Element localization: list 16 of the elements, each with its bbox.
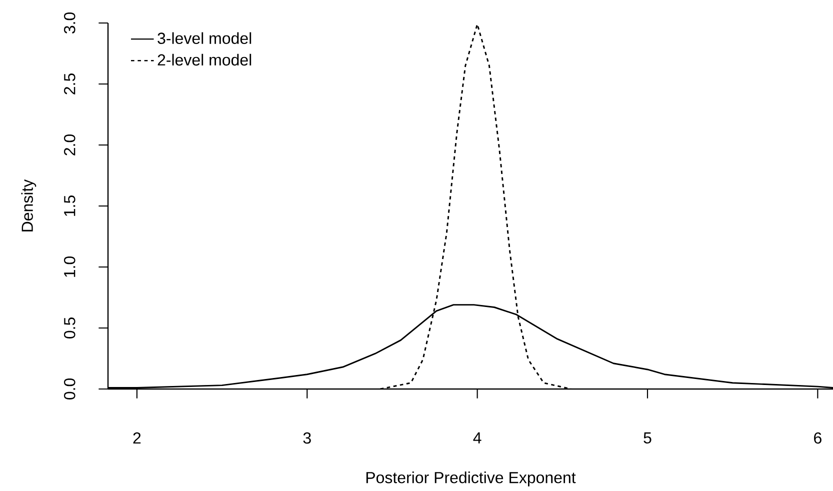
x-tick-label: 3 xyxy=(303,432,311,444)
y-tick-label: 2.5 xyxy=(64,74,76,94)
y-tick-label: 0.0 xyxy=(64,378,76,400)
y-axis-title: Density xyxy=(21,179,36,232)
legend-label: 3-level model xyxy=(158,32,252,44)
x-tick-label: 6 xyxy=(814,432,822,444)
x-tick-label: 2 xyxy=(133,432,141,444)
x-tick-label: 5 xyxy=(644,432,652,444)
y-tick-label: 1.5 xyxy=(64,196,76,216)
y-tick-label: 0.5 xyxy=(64,318,76,338)
y-tick-label: 3.0 xyxy=(64,12,76,34)
legend-label: 2-level model xyxy=(158,54,252,66)
x-axis-title: Posterior Predictive Exponent xyxy=(366,472,576,486)
x-tick-label: 4 xyxy=(473,432,482,444)
y-tick-label: 1.0 xyxy=(64,256,76,277)
y-tick-label: 2.0 xyxy=(64,134,76,156)
